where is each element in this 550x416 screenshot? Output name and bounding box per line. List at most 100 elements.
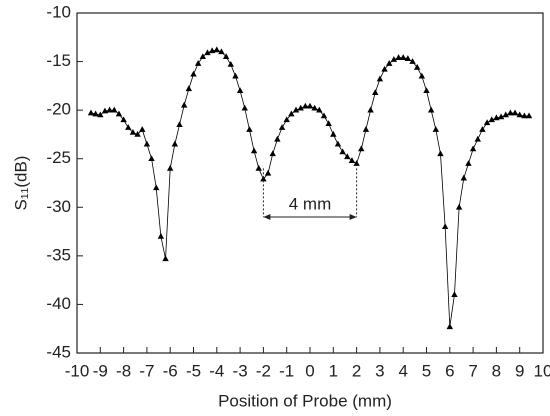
x-tick-label: 5: [422, 361, 431, 380]
marker: [97, 111, 104, 118]
marker: [208, 47, 216, 54]
y-tick-label: -20: [46, 100, 71, 119]
marker: [362, 126, 370, 132]
marker: [348, 157, 356, 163]
marker: [423, 87, 430, 94]
marker: [194, 60, 202, 66]
marker: [222, 53, 230, 60]
marker: [372, 89, 379, 95]
marker: [278, 124, 286, 130]
marker: [250, 147, 258, 154]
y-tick-label: -10: [46, 2, 71, 21]
x-axis-label: Position of Probe (mm): [218, 391, 392, 410]
x-tick-label: -2: [256, 361, 271, 380]
marker: [157, 232, 165, 239]
x-tick-label: 0: [305, 361, 314, 380]
marker: [390, 56, 398, 62]
y-tick-label: -35: [46, 245, 71, 264]
marker: [171, 140, 179, 147]
marker: [521, 112, 528, 119]
y-tick-label: -30: [46, 197, 71, 216]
marker: [134, 130, 141, 137]
marker: [246, 126, 253, 132]
marker: [162, 255, 169, 262]
marker: [143, 140, 151, 147]
marker: [120, 116, 127, 123]
marker: [153, 184, 160, 191]
marker: [446, 323, 453, 330]
marker: [469, 145, 477, 152]
marker: [418, 72, 426, 79]
marker: [511, 109, 519, 116]
marker: [311, 104, 318, 111]
marker: [297, 104, 304, 111]
marker: [218, 48, 225, 55]
marker: [386, 60, 393, 66]
marker: [302, 102, 309, 109]
x-tick-label: 2: [352, 361, 361, 380]
marker: [316, 106, 323, 113]
marker: [190, 70, 197, 77]
marker: [213, 46, 220, 53]
x-tick-label: 3: [375, 361, 384, 380]
marker: [460, 174, 467, 181]
marker: [483, 119, 491, 126]
marker: [334, 140, 342, 147]
annotation: 4 mm: [289, 194, 332, 213]
marker: [367, 106, 374, 113]
marker: [409, 58, 416, 64]
x-tick-label: 7: [468, 361, 477, 380]
x-tick-label: -4: [209, 361, 224, 380]
marker: [437, 150, 444, 157]
marker: [106, 106, 113, 113]
marker: [185, 85, 193, 92]
marker: [274, 135, 281, 142]
marker: [255, 164, 262, 171]
plot-frame: [76, 12, 544, 354]
marker: [264, 169, 272, 176]
marker: [283, 116, 290, 123]
marker: [507, 109, 514, 116]
x-tick-label: -7: [139, 361, 154, 380]
x-tick-label: -9: [93, 361, 108, 380]
marker: [176, 121, 183, 128]
marker: [241, 104, 248, 111]
x-tick-label: 6: [445, 361, 454, 380]
y-tick-label: -15: [46, 51, 71, 70]
marker: [115, 110, 123, 117]
marker: [306, 102, 314, 109]
marker: [129, 128, 137, 135]
marker: [479, 126, 486, 132]
marker: [344, 153, 351, 160]
marker: [488, 116, 495, 123]
marker: [292, 106, 300, 113]
marker: [101, 107, 109, 114]
x-tick-label: 8: [492, 361, 501, 380]
marker: [400, 54, 407, 60]
marker: [493, 114, 500, 121]
x-tick-label: -6: [163, 361, 178, 380]
marker: [260, 175, 267, 182]
marker: [441, 223, 449, 230]
marker: [465, 160, 472, 166]
marker: [358, 145, 365, 152]
marker: [167, 164, 174, 171]
marker: [111, 106, 118, 113]
x-tick-label: 1: [329, 361, 338, 380]
y-tick-label: -40: [46, 294, 71, 313]
x-tick-label: -3: [233, 361, 248, 380]
marker: [339, 148, 346, 155]
marker: [87, 109, 95, 116]
marker: [451, 291, 458, 298]
y-tick-label: -25: [46, 148, 71, 167]
marker: [353, 160, 360, 166]
marker: [139, 126, 146, 132]
y-axis-label: S₁₁(dB): [11, 156, 30, 211]
marker: [395, 54, 402, 60]
marker: [227, 60, 234, 67]
marker: [125, 124, 132, 130]
marker: [148, 155, 155, 162]
x-tick-label: -5: [186, 361, 201, 380]
marker: [376, 75, 384, 82]
